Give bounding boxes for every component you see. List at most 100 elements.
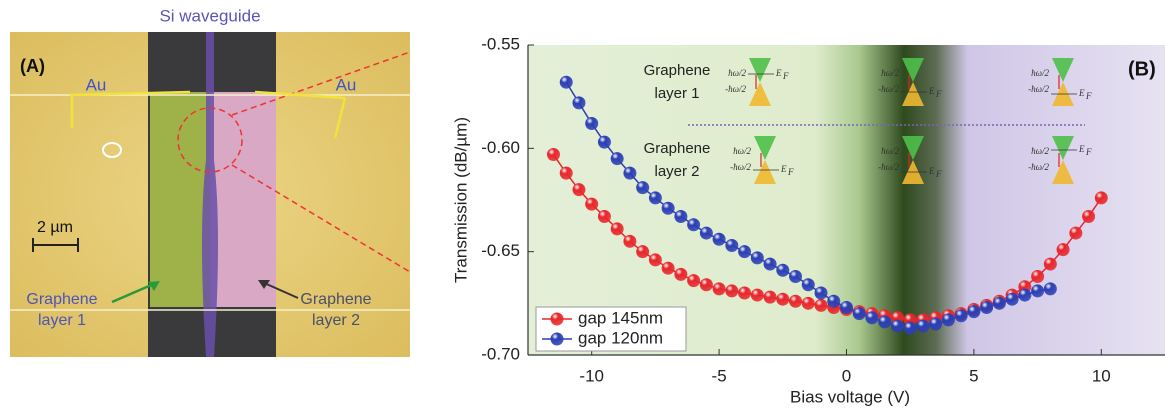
- data-point: [559, 166, 573, 180]
- data-point: [674, 210, 688, 224]
- data-point: [699, 278, 713, 292]
- data-point: [814, 286, 828, 300]
- zoom-line: [231, 51, 411, 116]
- data-point: [687, 274, 701, 288]
- cone-lower: [902, 82, 924, 106]
- band-label: E: [928, 166, 935, 176]
- x-tick-label: -10: [579, 366, 604, 385]
- band-label: -ħω/2: [878, 84, 899, 94]
- label: layer 2: [312, 312, 360, 329]
- legend-marker: [550, 312, 564, 326]
- data-point: [1069, 226, 1083, 240]
- band-label: E: [1078, 88, 1085, 98]
- data-point: [712, 232, 726, 246]
- data-point: [610, 222, 624, 236]
- data-point: [967, 305, 981, 319]
- data-point: [1031, 269, 1045, 283]
- cone-upper: [754, 136, 776, 160]
- cone-lower: [749, 82, 771, 106]
- x-tick-label: 10: [1092, 366, 1111, 385]
- data-point: [597, 210, 611, 224]
- data-point: [865, 311, 879, 325]
- data-point: [712, 282, 726, 296]
- data-point: [763, 257, 777, 271]
- graphene-layer-2: [210, 92, 276, 307]
- inset-label: layer 2: [654, 163, 699, 180]
- label: Graphene: [26, 291, 97, 308]
- band-label: -ħω/2: [725, 84, 746, 94]
- data-point: [725, 284, 739, 298]
- data-point: [585, 197, 599, 211]
- band-label: ħω/2: [728, 68, 746, 78]
- y-tick-label: -0.55: [481, 34, 520, 53]
- data-point: [648, 253, 662, 267]
- data-point: [1043, 257, 1057, 271]
- data-point: [623, 166, 637, 180]
- band-label: -ħω/2: [730, 162, 751, 172]
- data-point: [699, 226, 713, 240]
- data-point: [776, 263, 790, 277]
- data-point: [648, 191, 662, 205]
- data-point: [840, 300, 853, 314]
- data-point: [980, 300, 994, 314]
- data-point: [827, 294, 841, 308]
- data-point: [801, 296, 815, 310]
- data-point: [1056, 243, 1070, 257]
- data-point: [623, 234, 637, 248]
- cone-lower: [1052, 160, 1074, 184]
- inset-label: Graphene: [644, 62, 711, 79]
- x-axis-title: Bias voltage (V): [790, 387, 910, 406]
- label: layer 1: [38, 312, 86, 329]
- band-label: F: [782, 71, 789, 81]
- data-point: [776, 292, 790, 306]
- data-point: [738, 286, 752, 300]
- label: Au: [86, 75, 107, 94]
- data-point: [903, 321, 917, 335]
- arrow-head: [258, 280, 270, 289]
- si-waveguide: [202, 32, 218, 357]
- data-point: [546, 148, 560, 162]
- panel-label: (A): [20, 56, 45, 76]
- y-axis-title: Transmission (dB/µm): [451, 117, 470, 283]
- data-point: [929, 317, 943, 331]
- cone-upper: [902, 58, 924, 82]
- data-point: [789, 269, 803, 283]
- inset-label: Graphene: [644, 140, 711, 157]
- zoom-line: [231, 164, 411, 273]
- data-point: [916, 319, 930, 333]
- y-tick-label: -0.65: [481, 241, 520, 260]
- cone-upper: [1052, 136, 1074, 160]
- legend-label: gap 145nm: [578, 308, 663, 327]
- cone-lower: [754, 160, 776, 184]
- data-point: [674, 267, 688, 281]
- x-tick-label: 5: [969, 366, 978, 385]
- band-label: F: [787, 167, 794, 177]
- arrow: [261, 281, 299, 299]
- y-tick-label: -0.60: [481, 138, 520, 157]
- band-label: -ħω/2: [878, 162, 899, 172]
- panel-label: (B): [1128, 58, 1156, 80]
- data-point: [750, 251, 764, 265]
- data-point: [636, 245, 650, 259]
- data-point: [992, 296, 1006, 310]
- label: Au: [336, 75, 357, 94]
- data-point: [1082, 210, 1096, 224]
- graphene-layer-1: [150, 92, 210, 307]
- data-point: [878, 315, 892, 329]
- plot: [546, 75, 1108, 335]
- label: Si waveguide: [159, 6, 260, 25]
- data-point: [801, 278, 815, 292]
- cone-upper: [749, 58, 771, 82]
- data-point: [763, 290, 777, 304]
- data-point: [559, 75, 573, 89]
- inset-label: layer 1: [654, 85, 699, 102]
- zoom-circle: [177, 107, 243, 173]
- band-label: -ħω/2: [1028, 162, 1049, 172]
- data-point: [814, 298, 828, 312]
- data-point: [1043, 282, 1057, 296]
- data-point: [852, 307, 866, 321]
- band-label: F: [935, 89, 942, 99]
- data-point: [661, 201, 675, 215]
- band-label: ħω/2: [881, 68, 899, 78]
